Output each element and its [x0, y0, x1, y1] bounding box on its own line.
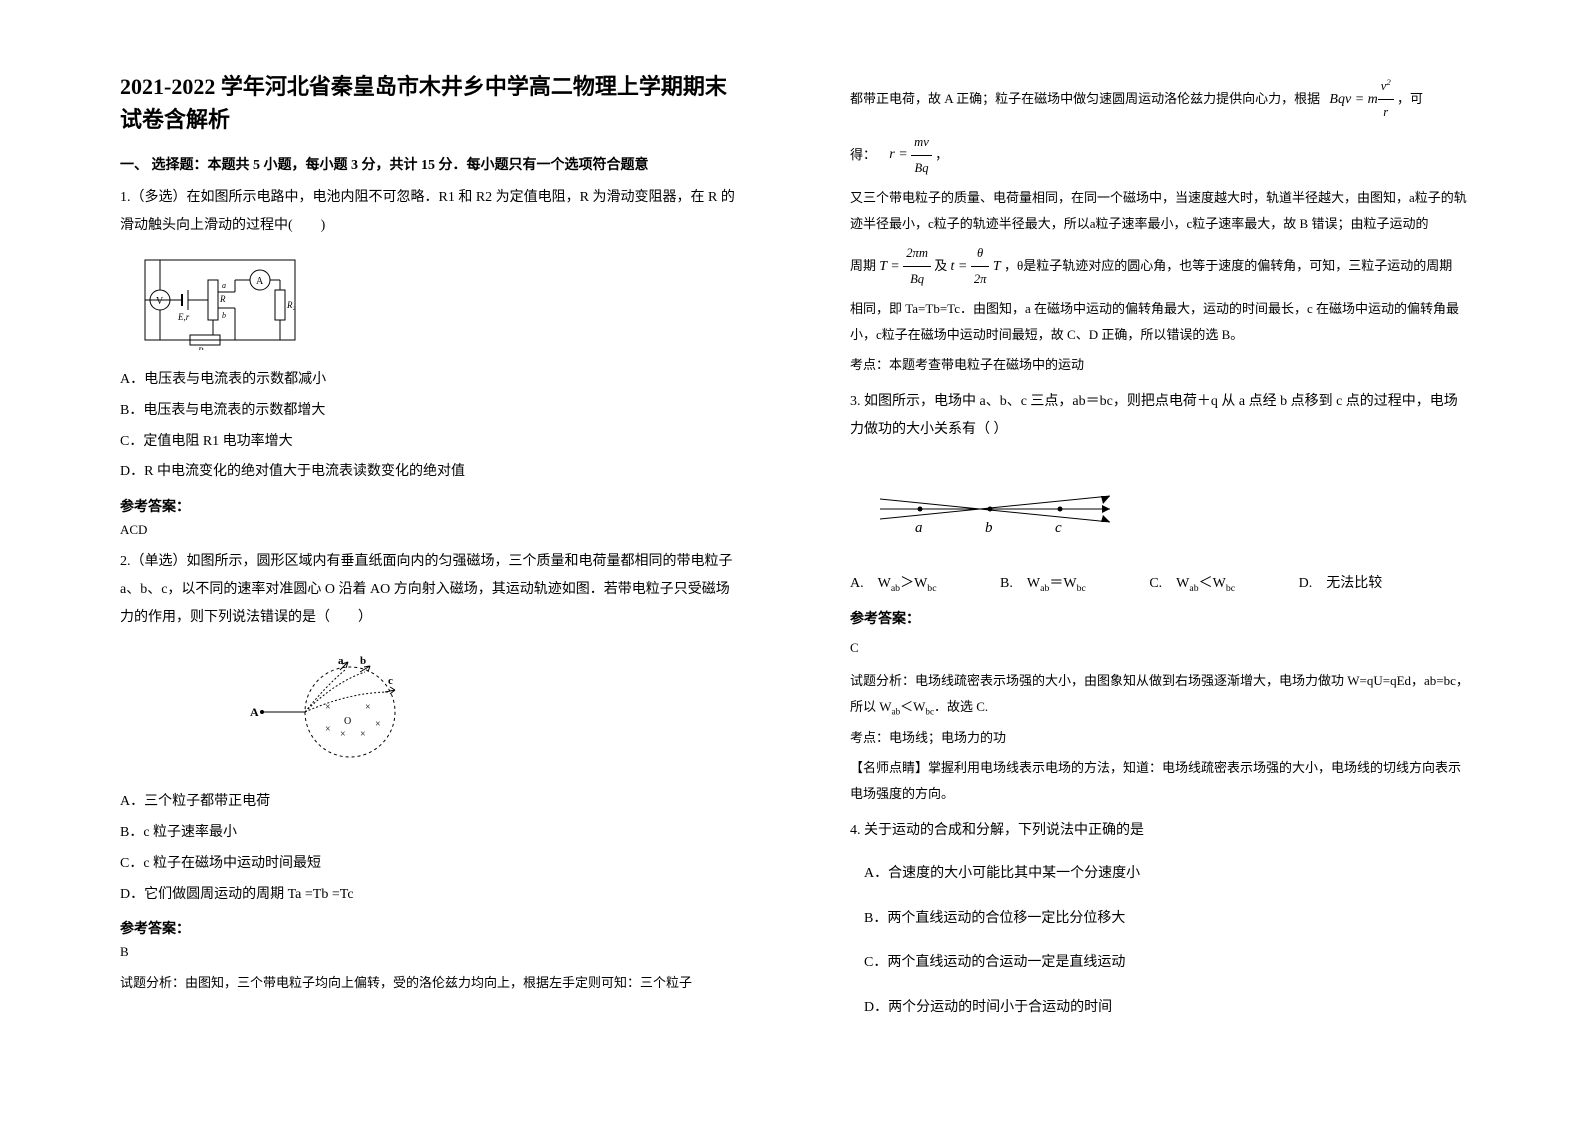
svg-text:R₁: R₁: [197, 346, 207, 350]
q2-analysis7: 考点：本题考查带电粒子在磁场中的运动: [850, 352, 1470, 378]
svg-text:a: a: [222, 281, 226, 290]
svg-text:×: ×: [325, 724, 331, 735]
q4-stem: 4. 关于运动的合成和分解，下列说法中正确的是: [850, 817, 1470, 845]
q3-optB: B. Wab＝Wbc: [1000, 569, 1086, 600]
svg-text:O: O: [344, 716, 351, 727]
svg-text:A: A: [250, 705, 259, 719]
svg-text:c: c: [388, 675, 393, 687]
formula-r: r = mvBq: [889, 147, 932, 162]
q3-analysis2: 考点：电场线；电场力的功: [850, 725, 1470, 751]
q3-optA: A. Wab＞Wbc: [850, 569, 937, 600]
svg-text:a: a: [338, 655, 344, 667]
q3-analysis3: 【名师点睛】掌握利用电场线表示电场的方法，知道：电场线疏密表示场强的大小，电场线…: [850, 755, 1470, 807]
svg-text:E,r: E,r: [177, 312, 190, 322]
q2-analysis2: 都带正电荷，故 A 正确；粒子在磁场中做匀速圆周运动洛伦兹力提供向心力，根据 B…: [850, 74, 1470, 126]
svg-text:×: ×: [375, 719, 381, 730]
q2-answer: B: [120, 944, 740, 960]
svg-text:b: b: [360, 655, 366, 667]
q2-optC: C．c 粒子在磁场中运动时间最短: [120, 849, 740, 880]
q3-analysis1: 试题分析：电场线疏密表示场强的大小，由图象知从做到右场强逐渐增大，电场力做功 W…: [850, 668, 1470, 721]
analysis-text: 得：: [850, 146, 876, 161]
svg-text:V: V: [156, 296, 164, 307]
q2-answer-label: 参考答案：: [120, 918, 740, 938]
q4-optD: D．两个分运动的时间小于合运动的时间: [864, 993, 1470, 1024]
q2-stem: 2.（单选）如图所示，圆形区域内有垂直纸面向内的匀强磁场，三个质量和电荷量都相同…: [120, 548, 740, 632]
q2-analysis3: 得： r = mvBq ，: [850, 130, 1470, 181]
analysis-text: 及: [934, 258, 947, 273]
q1-optA: A．电压表与电流表的示数都减小: [120, 365, 740, 396]
q4-optA: A．合速度的大小可能比其中某一个分速度小: [864, 859, 1470, 890]
q2-analysis1: 试题分析：由图知，三个带电粒子均向上偏转，受的洛伦兹力均向上，根据左手定则可知：…: [120, 970, 740, 996]
formula-t: t = θ2π T: [950, 259, 1000, 274]
analysis-text: ，θ是粒子轨迹对应的圆心角，也等于速度的偏转角，可知，三粒子运动的周期: [1004, 258, 1452, 273]
q1-optD: D．R 中电流变化的绝对值大于电流表读数变化的绝对值: [120, 457, 740, 488]
q3-answer: C: [850, 640, 1470, 656]
formula-bqv: Bqv = mv2r: [1329, 92, 1393, 107]
analysis-text: 周期: [850, 258, 876, 273]
svg-text:R: R: [219, 294, 226, 304]
q3-optD: D. 无法比较: [1299, 569, 1383, 600]
q2-optA: A．三个粒子都带正电荷: [120, 787, 740, 818]
svg-text:×: ×: [340, 729, 346, 740]
q2-figure: O × × × × × × A a b c: [240, 642, 740, 777]
left-column: 2021-2022 学年河北省秦皇岛市木井乡中学高二物理上学期期末试卷含解析 一…: [90, 70, 770, 1000]
q1-figure: V E,r R a b R₁ A R₂: [140, 250, 740, 355]
q2-optD: D．它们做圆周运动的周期 Ta =Tb =Tc: [120, 880, 740, 911]
svg-text:b: b: [222, 311, 226, 320]
q3-answer-label: 参考答案：: [850, 608, 1470, 628]
q4-optB: B．两个直线运动的合位移一定比分位移大: [864, 904, 1470, 935]
q3-optC: C. Wab＜Wbc: [1149, 569, 1235, 600]
q1-optB: B．电压表与电流表的示数都增大: [120, 396, 740, 427]
q1-answer: ACD: [120, 522, 740, 538]
svg-text:A: A: [256, 276, 264, 287]
svg-text:×: ×: [325, 702, 331, 713]
q3-options: A. Wab＞Wbc B. Wab＝Wbc C. Wab＜Wbc D. 无法比较: [850, 569, 1470, 600]
svg-text:×: ×: [365, 702, 371, 713]
section-header: 一、 选择题：本题共 5 小题，每小题 3 分，共计 15 分．每小题只有一个选…: [120, 154, 740, 174]
analysis-text: 都带正电荷，故 A 正确；粒子在磁场中做匀速圆周运动洛伦兹力提供向心力，根据: [850, 91, 1320, 106]
q3-stem: 3. 如图所示，电场中 a、b、c 三点，ab＝bc，则把点电荷＋q 从 a 点…: [850, 388, 1470, 444]
q2-optB: B．c 粒子速率最小: [120, 818, 740, 849]
q3-figure: a b c: [870, 454, 1470, 559]
right-column: 都带正电荷，故 A 正确；粒子在磁场中做匀速圆周运动洛伦兹力提供向心力，根据 B…: [820, 70, 1500, 1024]
q1-stem: 1.（多选）在如图所示电路中，电池内阻不可忽略．R1 和 R2 为定值电阻，R …: [120, 184, 740, 240]
q2-analysis6: 相同，即 Ta=Tb=Tc．由图知，a 在磁场中运动的偏转角最大，运动的时间最长…: [850, 296, 1470, 348]
svg-text:×: ×: [360, 729, 366, 740]
q4-optC: C．两个直线运动的合运动一定是直线运动: [864, 948, 1470, 979]
q1-answer-label: 参考答案：: [120, 496, 740, 516]
svg-text:b: b: [985, 520, 993, 536]
svg-text:R₂: R₂: [286, 300, 296, 310]
q2-analysis4: 又三个带电粒子的质量、电荷量相同，在同一个磁场中，当速度越大时，轨道半径越大，由…: [850, 185, 1470, 237]
exam-title: 2021-2022 学年河北省秦皇岛市木井乡中学高二物理上学期期末试卷含解析: [120, 70, 740, 136]
q1-optC: C．定值电阻 R1 电功率增大: [120, 427, 740, 458]
q2-analysis5: 周期 T = 2πmBq 及 t = θ2π T ，θ是粒子轨迹对应的圆心角，也…: [850, 241, 1470, 292]
formula-T: T = 2πmBq: [879, 259, 931, 274]
svg-text:c: c: [1055, 520, 1062, 536]
svg-text:a: a: [915, 520, 923, 536]
